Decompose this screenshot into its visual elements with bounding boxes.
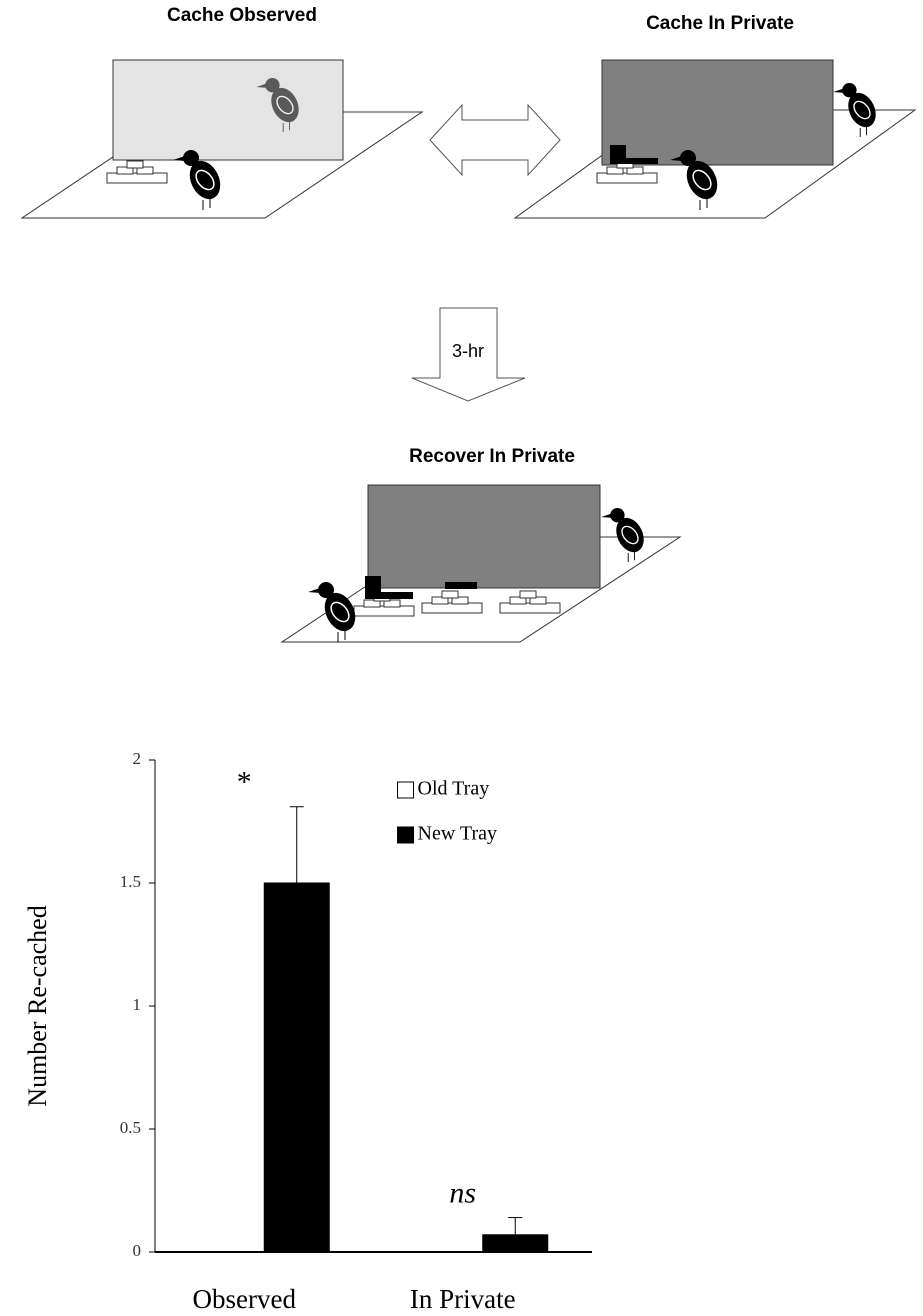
legend-label: Old Tray: [418, 778, 490, 800]
y-axis-label: Number Re-cached: [23, 905, 52, 1106]
y-tick-label: 1.5: [120, 872, 141, 891]
panel-cache-observed: Cache Observed: [22, 5, 422, 218]
delay-label: 3-hr: [452, 341, 484, 361]
y-tick-label: 0.5: [120, 1118, 141, 1137]
annotation: ns: [449, 1176, 476, 1209]
legend-label: New Tray: [418, 823, 497, 845]
double-arrow: [430, 105, 560, 175]
legend-swatch: [398, 827, 414, 843]
panel-title: Cache Observed: [167, 5, 317, 26]
y-tick-label: 1: [133, 995, 142, 1014]
panel-title: Recover In Private: [409, 446, 575, 467]
delay-arrow: 3-hr: [412, 308, 525, 401]
bar: [264, 883, 329, 1252]
annotation: *: [237, 766, 252, 799]
panel-recover-private: Recover In Private: [282, 446, 680, 642]
panel-cache-private: Cache In Private: [515, 13, 915, 218]
legend-swatch: [398, 782, 414, 798]
y-tick-label: 0: [133, 1241, 142, 1260]
panel-title: Cache In Private: [646, 13, 794, 34]
bar-chart: Number Re-cached 0 0.5 1 1.5 2 Observed * In Pr…: [23, 749, 592, 1314]
x-tick-label: Observed: [193, 1284, 297, 1314]
bar: [483, 1235, 548, 1252]
y-tick-label: 2: [133, 749, 142, 768]
figure: Cache Observed Cache In Private 3-hr Rec…: [0, 0, 923, 1316]
x-tick-label: In Private: [410, 1284, 516, 1314]
